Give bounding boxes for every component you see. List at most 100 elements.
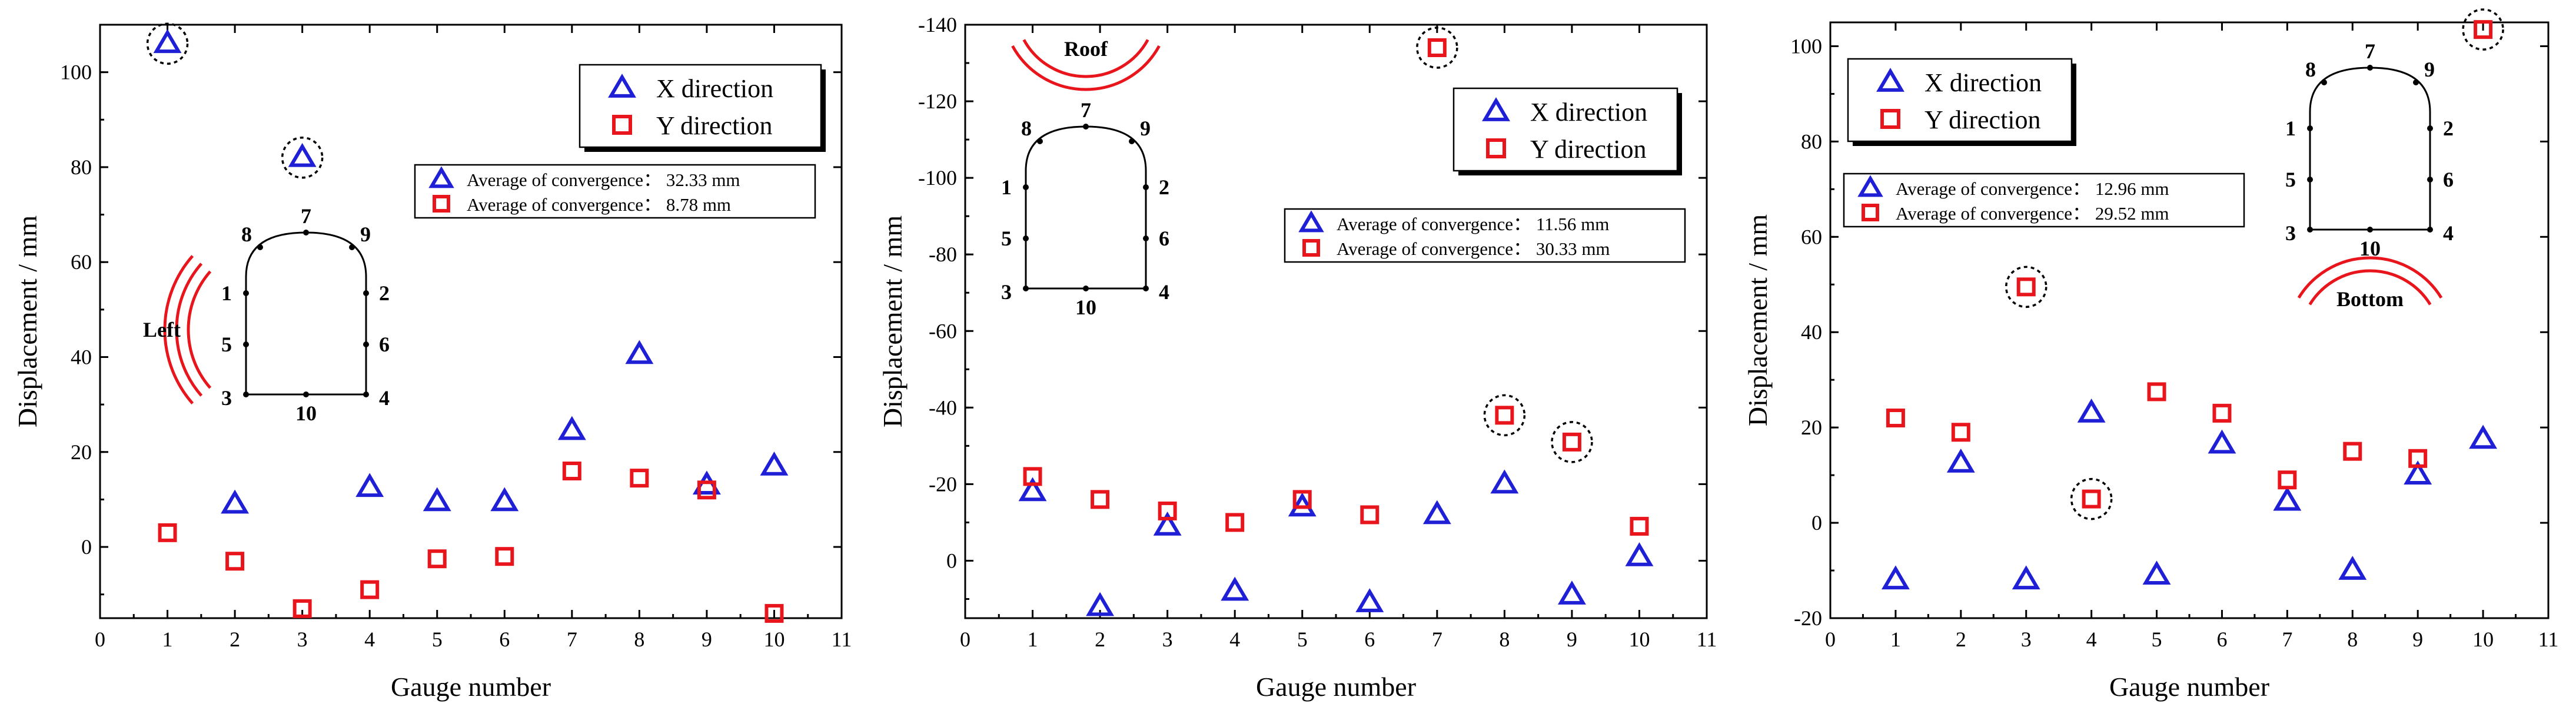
tunnel-diagram: 1 2 3 4 5 6 7 8 9 10 Bottom — [2285, 39, 2454, 311]
x-tick-label: 4 — [364, 628, 375, 651]
y-direction-point — [1630, 516, 1649, 536]
y-direction-point — [2147, 382, 2166, 402]
x-tick-label: 2 — [1956, 628, 1966, 651]
x-direction-point — [1881, 565, 1910, 590]
gauge-point — [2427, 177, 2433, 183]
gauge-point-label: 6 — [379, 333, 390, 356]
avg-triangle-icon — [1857, 175, 1883, 197]
averages-box: Average of convergence： 11.56 mm Average … — [1284, 208, 1686, 263]
tunnel-diagram: 1 2 3 4 5 6 7 8 9 10 Roof — [1001, 37, 1169, 319]
x-tick-label: 10 — [1628, 628, 1650, 651]
gauge-point — [363, 341, 369, 347]
y-tick-label: -20 — [1794, 606, 1822, 630]
y-axis-label: Displacement / mm — [1743, 214, 1773, 426]
gauge-point-label: 6 — [1159, 227, 1169, 250]
gauge-point — [2427, 125, 2433, 131]
legend: X direction Y direction — [1452, 87, 1682, 175]
y-direction-point — [2408, 449, 2428, 468]
y-tick-label: -80 — [929, 243, 957, 266]
legend-label-x: X direction — [1924, 68, 2042, 97]
gauge-point-label: 7 — [301, 204, 311, 228]
gauge-point-label: 10 — [295, 402, 317, 425]
x-tick-label: 11 — [832, 628, 852, 651]
location-arc — [1022, 39, 1149, 78]
x-direction-point — [1355, 588, 1384, 612]
y-tick-label: 20 — [71, 440, 92, 464]
gauge-point-label: 8 — [2305, 58, 2316, 81]
gauge-point — [363, 290, 369, 296]
x-direction-point — [557, 416, 586, 440]
x-direction-point — [2469, 424, 2498, 449]
x-direction-point — [2404, 460, 2432, 485]
y-direction-point — [2278, 470, 2297, 490]
x-direction-point — [221, 489, 250, 514]
y-direction-point — [1225, 513, 1245, 532]
x-direction-point — [153, 29, 182, 54]
gauge-point — [1129, 138, 1135, 144]
legend: X direction Y direction — [579, 64, 826, 152]
y-tick-label: -100 — [918, 166, 957, 190]
y-direction-point — [2212, 403, 2232, 423]
y-tick-label: -140 — [918, 13, 957, 37]
y-tick-label: 0 — [946, 549, 957, 572]
gauge-point-label: 9 — [1140, 117, 1151, 140]
y-tick-label: 80 — [71, 155, 92, 179]
gauge-point-label: 10 — [1075, 296, 1096, 319]
location-arc — [163, 255, 194, 404]
y-tick-label: 0 — [81, 535, 92, 559]
y-tick-label: -120 — [918, 89, 957, 113]
gauge-point-label: 1 — [1001, 175, 1012, 199]
gauge-point — [1023, 184, 1029, 190]
location-arc — [2308, 269, 2432, 306]
legend-label-x: X direction — [656, 74, 773, 103]
y-direction-point — [1495, 406, 1514, 425]
y-tick-label: 40 — [1801, 320, 1822, 344]
y-direction-point — [158, 523, 177, 542]
gauge-point-label: 5 — [1001, 227, 1012, 250]
gauge-point — [303, 230, 309, 235]
y-axis-label: Displacement / mm — [877, 215, 908, 427]
y-direction-point — [2082, 489, 2101, 509]
y-direction-point — [562, 462, 581, 481]
y-direction-point — [495, 547, 514, 566]
x-tick-label: 7 — [567, 628, 577, 651]
x-direction-point — [2012, 565, 2040, 590]
x-direction-point — [1288, 492, 1317, 517]
y-tick-label: -40 — [929, 396, 957, 419]
x-tick-label: 0 — [95, 628, 105, 651]
y-tick-label: 20 — [1801, 416, 1822, 439]
x-direction-point — [760, 452, 789, 476]
legend-square-icon — [1880, 109, 1900, 129]
y-direction-point — [1158, 501, 1177, 520]
avg-square-icon — [433, 195, 450, 213]
y-direction-point — [427, 549, 447, 569]
gauge-point — [257, 244, 263, 250]
x-tick-label: 4 — [1229, 628, 1240, 651]
x-direction-point — [2273, 486, 2302, 511]
x-tick-label: 0 — [960, 628, 970, 651]
y-tick-label: 0 — [1811, 511, 1822, 535]
gauge-point — [243, 341, 249, 347]
y-tick-label: 100 — [1790, 34, 1822, 58]
x-tick-label: 1 — [1890, 628, 1901, 651]
gauge-point — [2413, 79, 2419, 85]
x-tick-label: 5 — [432, 628, 443, 651]
gauge-point — [349, 244, 355, 250]
location-arc — [1011, 45, 1161, 91]
location-label: Bottom — [2336, 287, 2404, 311]
gauge-point-label: 7 — [2365, 39, 2375, 63]
tunnel-outline — [245, 231, 367, 396]
gauge-point-label: 6 — [2443, 168, 2454, 191]
x-direction-point — [423, 487, 451, 512]
y-tick-label: 60 — [1801, 225, 1822, 248]
legend-label-y: Y direction — [1530, 135, 1647, 164]
x-tick-label: 9 — [2412, 628, 2423, 651]
gauge-point-label: 7 — [1081, 98, 1091, 122]
avg-square-icon — [1302, 239, 1320, 257]
averages-frame — [414, 164, 816, 219]
gauge-point-label: 5 — [2285, 168, 2296, 191]
legend-triangle-icon — [1482, 97, 1510, 121]
x-direction-point — [490, 487, 519, 512]
gauge-point — [1023, 235, 1029, 241]
x-tick-label: 5 — [1297, 628, 1308, 651]
